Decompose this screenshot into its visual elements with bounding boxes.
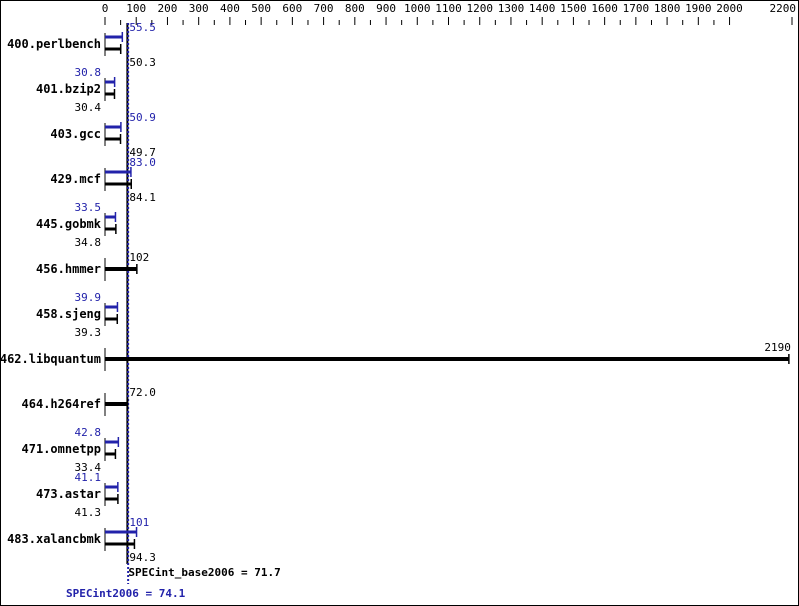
benchmark-label: 401.bzip2 [36, 82, 101, 96]
peak-value-label: 41.1 [75, 471, 102, 484]
x-tick-label: 1600 [591, 2, 618, 15]
base-value-label: 2190 [764, 341, 791, 354]
x-tick-label: 100 [126, 2, 146, 15]
x-tick-label: 1700 [623, 2, 650, 15]
benchmark-label: 456.hmmer [36, 262, 101, 276]
base-value-label: 102 [129, 251, 149, 264]
x-tick-label: 1400 [529, 2, 556, 15]
x-tick-label: 800 [345, 2, 365, 15]
base-value-label: 49.7 [129, 146, 156, 159]
x-tick-label: 1200 [466, 2, 493, 15]
benchmark-label: 473.astar [36, 487, 101, 501]
x-tick-label: 1900 [685, 2, 712, 15]
base-value-label: 30.4 [75, 101, 102, 114]
x-tick-label: 500 [251, 2, 271, 15]
base-value-label: 33.4 [75, 461, 102, 474]
x-tick-label: 400 [220, 2, 240, 15]
x-tick-label: 700 [314, 2, 334, 15]
peak-value-label: 30.8 [75, 66, 102, 79]
benchmark-label: 403.gcc [50, 127, 101, 141]
base-value-label: 34.8 [75, 236, 102, 249]
peak-value-label: 39.9 [75, 291, 102, 304]
base-value-label: 84.1 [129, 191, 156, 204]
base-value-label: 41.3 [75, 506, 102, 519]
peak-value-label: 50.9 [129, 111, 156, 124]
peak-summary-label: SPECint2006 = 74.1 [66, 587, 186, 600]
benchmark-label: 464.h264ref [22, 397, 101, 411]
x-tick-label: 0 [102, 2, 109, 15]
base-value-label: 39.3 [75, 326, 102, 339]
base-value-label: 94.3 [129, 551, 156, 564]
peak-value-label: 55.5 [129, 21, 156, 34]
benchmark-label: 471.omnetpp [22, 442, 101, 456]
benchmark-label: 458.sjeng [36, 307, 101, 321]
x-tick-label: 200 [158, 2, 178, 15]
x-tick-label: 2000 [716, 2, 743, 15]
x-tick-label: 300 [189, 2, 209, 15]
benchmark-label: 483.xalancbmk [7, 532, 102, 546]
base-value-label: 72.0 [129, 386, 156, 399]
peak-value-label: 42.8 [75, 426, 102, 439]
x-tick-label: 1300 [498, 2, 525, 15]
base-value-label: 50.3 [129, 56, 156, 69]
benchmark-label: 429.mcf [50, 172, 101, 186]
x-tick-label: 1500 [560, 2, 587, 15]
x-tick-label: 2200 [770, 2, 797, 15]
benchmark-label: 400.perlbench [7, 37, 101, 51]
benchmark-label: 462.libquantum [1, 352, 101, 366]
x-tick-label: 1100 [435, 2, 462, 15]
x-tick-label: 900 [376, 2, 396, 15]
peak-value-label: 83.0 [129, 156, 156, 169]
x-tick-label: 1800 [654, 2, 681, 15]
x-tick-label: 1000 [404, 2, 431, 15]
benchmark-label: 445.gobmk [36, 217, 102, 231]
base-summary-label: SPECint_base2006 = 71.7 [128, 566, 280, 579]
peak-value-label: 101 [129, 516, 149, 529]
x-tick-label: 600 [282, 2, 302, 15]
peak-value-label: 33.5 [75, 201, 102, 214]
